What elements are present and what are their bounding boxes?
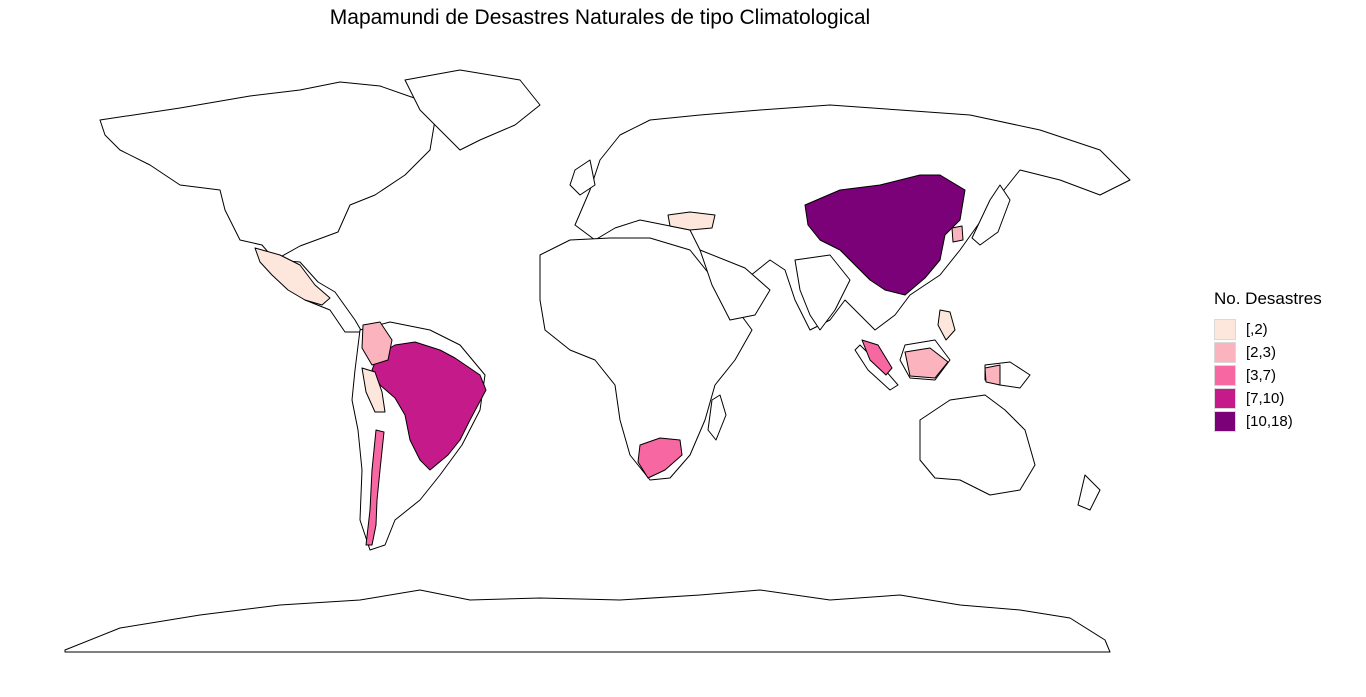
legend-label: [2,3) — [1246, 344, 1277, 361]
legend-item: [3,7) — [1214, 364, 1322, 387]
country-malaysia — [861, 339, 893, 376]
land-australia — [919, 394, 1036, 496]
land-greenland — [404, 69, 541, 151]
country-philippines — [937, 309, 956, 341]
country-peru — [361, 367, 386, 413]
land-africa — [539, 237, 753, 481]
country-south-korea — [951, 225, 964, 243]
land-antarctica — [64, 589, 1111, 653]
legend-label: [,2) — [1246, 321, 1268, 338]
legend-item: [7,10) — [1214, 387, 1322, 410]
legend-swatch — [1214, 388, 1236, 409]
legend-item: [,2) — [1214, 318, 1322, 341]
country-china — [804, 174, 966, 296]
country-indonesia — [904, 347, 949, 379]
legend-swatch — [1214, 365, 1236, 386]
country-brazil — [371, 341, 487, 471]
legend-swatch — [1214, 342, 1236, 363]
country-colombia — [361, 321, 393, 366]
country-south-africa — [637, 437, 683, 479]
land-uk — [569, 159, 596, 196]
legend-swatch — [1214, 319, 1236, 340]
legend-item: [10,18) — [1214, 410, 1322, 433]
country-turkey — [667, 211, 716, 231]
land-new-zealand — [1077, 474, 1101, 511]
legend-label: [3,7) — [1246, 367, 1277, 384]
land-japan — [971, 184, 1011, 246]
country-mexico — [254, 247, 331, 306]
world-map — [64, 69, 1131, 653]
land-india — [794, 254, 851, 331]
land-north-america — [99, 81, 436, 261]
legend-label: [10,18) — [1246, 413, 1293, 430]
country-papua-new-guinea — [984, 364, 1001, 386]
legend: No. Desastres [,2) [2,3) [3,7) [7,10) [1… — [1214, 289, 1322, 433]
land-madagascar — [707, 394, 727, 441]
land-arabia — [699, 249, 771, 321]
legend-item: [2,3) — [1214, 341, 1322, 364]
legend-title: No. Desastres — [1214, 289, 1322, 308]
map-title: Mapamundi de Desastres Naturales de tipo… — [329, 6, 871, 29]
legend-items: [,2) [2,3) [3,7) [7,10) [10,18) — [1214, 318, 1322, 433]
legend-swatch — [1214, 411, 1236, 432]
country-chile — [365, 429, 385, 546]
legend-label: [7,10) — [1246, 390, 1285, 407]
